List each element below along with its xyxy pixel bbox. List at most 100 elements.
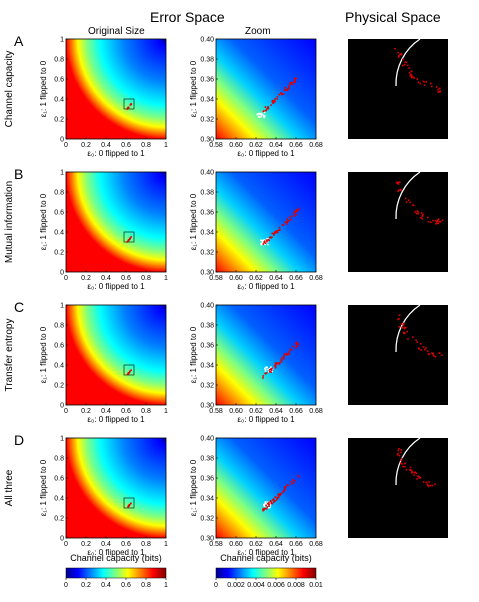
data-point	[271, 100, 274, 103]
data-point	[264, 106, 267, 108]
data-point	[274, 98, 276, 100]
physical-point	[427, 350, 429, 352]
data-point	[282, 356, 285, 359]
physical-point	[410, 469, 413, 472]
data-point	[289, 83, 292, 85]
data-point	[282, 92, 285, 95]
physical-point	[422, 80, 425, 83]
data-point-white	[270, 366, 273, 369]
physical-point	[424, 348, 426, 351]
physical-point	[407, 338, 409, 340]
data-point	[273, 232, 276, 234]
physical-point	[406, 330, 408, 333]
physical-point	[429, 484, 432, 487]
physical-point	[409, 74, 412, 77]
physical-point	[434, 355, 437, 358]
physical-point	[416, 78, 419, 80]
physical-point	[437, 88, 440, 91]
data-point	[286, 484, 288, 486]
physical-point	[411, 471, 413, 473]
physical-point	[416, 341, 419, 343]
x-tick-label: 1	[164, 275, 168, 282]
row-metric-label: Transfer entropy	[4, 319, 15, 392]
heatmap-field	[216, 438, 316, 538]
x-tick-label: 0.8	[141, 142, 151, 149]
data-point	[278, 494, 280, 497]
physical-point	[435, 223, 437, 225]
y-tick-label: 0.30	[200, 137, 214, 144]
data-point-white	[261, 239, 264, 242]
data-point	[126, 108, 129, 110]
data-point	[264, 240, 266, 242]
physical-point	[438, 87, 441, 90]
physical-point	[421, 214, 424, 216]
data-point	[266, 506, 269, 508]
data-point	[275, 362, 278, 364]
physical-point	[397, 190, 399, 193]
y-axis-label: ε₁: 1 flipped to 0	[39, 326, 48, 383]
physical-point	[405, 326, 407, 329]
data-point	[292, 482, 295, 484]
heatmap-field	[66, 438, 166, 538]
data-point	[287, 484, 289, 487]
physical-point	[427, 353, 430, 355]
zoom-region-box	[123, 364, 135, 376]
x-tick-label: 1	[164, 142, 168, 149]
heatmap-field	[66, 39, 166, 139]
y-tick-label: 0.8	[54, 456, 64, 463]
data-point-white	[265, 502, 267, 505]
physical-point	[427, 220, 430, 223]
row-metric-label: Channel capacity	[4, 51, 15, 128]
data-point	[262, 375, 265, 377]
data-point	[273, 99, 276, 102]
physical-point	[400, 52, 403, 55]
data-point	[294, 79, 296, 82]
y-tick-label: 0.40	[200, 436, 214, 443]
physical-point	[397, 452, 399, 455]
original-size-heatmap: 0 0.2 0.4 0.6 0.8 1 0 0.2 0.4 0.6 0.8 1 ε₀: 0 flippe…	[39, 37, 168, 159]
plot-frame	[215, 171, 317, 273]
data-point	[296, 208, 299, 211]
data-point	[276, 231, 279, 234]
data-point	[263, 508, 265, 511]
physical-point	[434, 483, 436, 486]
data-point-white	[264, 501, 267, 504]
data-point	[263, 241, 265, 244]
physical-point	[417, 212, 420, 215]
x-tick-label: 0.62	[249, 142, 263, 149]
physical-point	[410, 70, 413, 73]
data-point	[280, 92, 282, 95]
physical-point	[399, 462, 402, 465]
physical-point	[398, 317, 400, 320]
physical-point	[431, 85, 433, 88]
data-point	[266, 240, 268, 243]
physical-point	[403, 332, 406, 335]
physical-point	[397, 181, 400, 183]
x-tick-label: 1	[164, 408, 168, 415]
zoom-header: Zoom	[245, 26, 271, 37]
physical-point	[404, 465, 406, 468]
physical-point	[398, 314, 401, 316]
data-point	[280, 360, 283, 363]
data-point	[274, 496, 277, 498]
data-point	[270, 502, 273, 505]
physical-point	[396, 453, 399, 456]
physical-point	[432, 352, 434, 355]
physical-point	[417, 211, 419, 214]
physical-point	[402, 332, 405, 334]
zoom-region-box	[123, 231, 135, 243]
data-point	[286, 218, 288, 220]
data-point	[129, 370, 131, 373]
y-tick-label: 0	[60, 137, 64, 144]
zoom-heatmap: 0.58 0.60 0.62 0.64 0.66 0.68 0.30 0.32 0.34 0.36…	[189, 303, 323, 425]
data-point	[268, 505, 270, 507]
y-axis-label: ε₁: 1 flipped to 0	[39, 193, 48, 250]
physical-point	[410, 73, 412, 76]
row-letter: B	[14, 166, 23, 182]
physical-point	[408, 67, 411, 69]
physical-point	[395, 181, 398, 184]
x-tick-label: 0.6	[121, 408, 131, 415]
physical-point	[436, 222, 438, 224]
data-point	[281, 224, 284, 226]
